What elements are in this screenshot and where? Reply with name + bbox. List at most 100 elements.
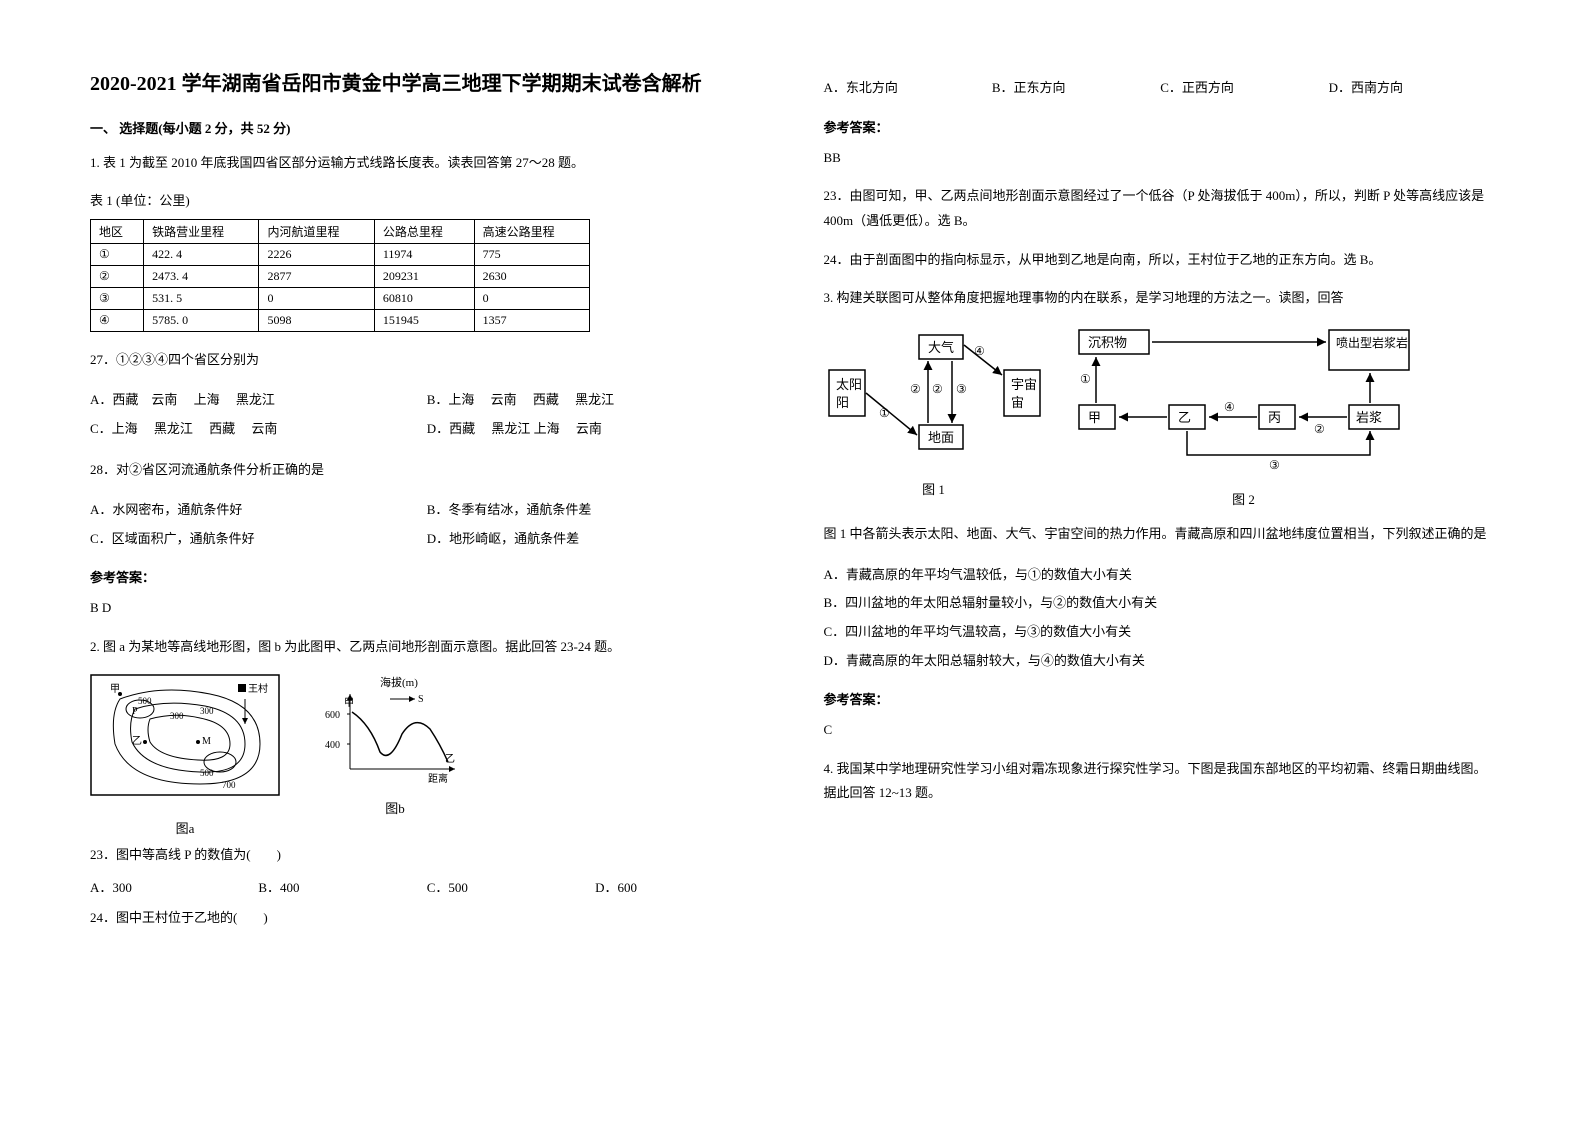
td: 5785. 0 bbox=[144, 309, 259, 331]
figure-a-svg: 甲 P 乙 M 王村 500 300 300 500 700 bbox=[90, 674, 280, 814]
jia: 甲 bbox=[344, 698, 354, 709]
lbl-taiyang: 太阳 bbox=[836, 377, 862, 392]
cv: 700 bbox=[222, 780, 236, 790]
opt-d: D．西南方向 bbox=[1329, 74, 1497, 103]
opt-d: D．600 bbox=[595, 874, 763, 903]
opt-a: A．水网密布，通航条件好 bbox=[90, 496, 427, 525]
ylabel: 海拔(m) bbox=[380, 675, 418, 689]
answer-heading: 参考答案： bbox=[824, 117, 1498, 136]
answer-heading: 参考答案： bbox=[824, 689, 1498, 708]
q4-intro: 4. 我国某中学地理研究性学习小组对霜冻现象进行探究性学习。下图是我国东部地区的… bbox=[824, 757, 1498, 806]
figure-b-wrap: 海拔(m) 600 400 甲 乙 S 距离 图b bbox=[320, 674, 470, 817]
table1: 地区 铁路营业里程 内河航道里程 公路总里程 高速公路里程 ①422. 4222… bbox=[90, 219, 590, 332]
opt-a: A．东北方向 bbox=[824, 74, 992, 103]
q2-intro: 2. 图 a 为某地等高线地形图，图 b 为此图甲、乙两点间地形剖面示意图。据此… bbox=[90, 635, 764, 660]
th: 高速公路里程 bbox=[474, 219, 589, 243]
opt-c: C．500 bbox=[427, 874, 595, 903]
lbl-dimian: 地面 bbox=[928, 430, 954, 445]
cv: 500 bbox=[138, 696, 152, 706]
s: S bbox=[418, 694, 424, 705]
th: 内河航道里程 bbox=[259, 219, 374, 243]
q3-options: A．青藏高原的年平均气温较低，与①的数值大小有关 B．四川盆地的年太阳总辐射量较… bbox=[824, 561, 1498, 675]
td: 2226 bbox=[259, 243, 374, 265]
th: 铁路营业里程 bbox=[144, 219, 259, 243]
q3-stem: 图 1 中各箭头表示太阳、地面、大气、宇宙空间的热力作用。青藏高原和四川盆地纬度… bbox=[824, 522, 1498, 547]
q23-stem: 23．图中等高线 P 的数值为( ) bbox=[90, 843, 764, 868]
q27-options: A．西藏 云南 上海 黑龙江 B．上海 云南 西藏 黑龙江 C．上海 黑龙江 西… bbox=[90, 386, 764, 443]
td: 1357 bbox=[474, 309, 589, 331]
td: 531. 5 bbox=[144, 287, 259, 309]
lbl-yi: 乙 bbox=[1178, 410, 1191, 425]
table1-caption: 表 1 (单位：公里) bbox=[90, 190, 764, 209]
n2b: ② bbox=[1314, 422, 1325, 436]
section-heading: 一、 选择题(每小题 2 分，共 52 分) bbox=[90, 118, 764, 137]
n3: ③ bbox=[956, 382, 967, 396]
td: ① bbox=[91, 243, 144, 265]
svg-text:阳: 阳 bbox=[836, 395, 849, 410]
fig2-caption: 图 2 bbox=[1074, 489, 1414, 508]
td: 11974 bbox=[374, 243, 474, 265]
td: 5098 bbox=[259, 309, 374, 331]
n4b: ④ bbox=[1224, 400, 1235, 414]
cv: 300 bbox=[200, 706, 214, 716]
q1-intro: 1. 表 1 为截至 2010 年底我国四省区部分运输方式线路长度表。读表回答第… bbox=[90, 151, 764, 176]
opt-a: A．300 bbox=[90, 874, 258, 903]
lbl-jia: 甲 bbox=[1088, 410, 1101, 425]
figure-2-wrap: 沉积物 甲 乙 丙 岩浆 喷出型岩浆岩 ④ ② ① bbox=[1074, 325, 1414, 508]
opt-b: B．四川盆地的年太阳总辐射量较小，与②的数值大小有关 bbox=[824, 589, 1498, 618]
figure-b-svg: 海拔(m) 600 400 甲 乙 S 距离 bbox=[320, 674, 470, 794]
pt-jia: 甲 bbox=[110, 684, 120, 695]
svg-text:②: ② bbox=[932, 382, 943, 396]
svg-text:宙: 宙 bbox=[1011, 395, 1024, 410]
opt-c: C．区域面积广，通航条件好 bbox=[90, 525, 427, 554]
opt-a: A．西藏 云南 上海 黑龙江 bbox=[90, 386, 427, 415]
q28-options: A．水网密布，通航条件好 B．冬季有结冰，通航条件差 C．区域面积广，通航条件好… bbox=[90, 496, 764, 553]
th: 地区 bbox=[91, 219, 144, 243]
n3b: ③ bbox=[1269, 458, 1280, 472]
td: 775 bbox=[474, 243, 589, 265]
exp-23: 23．由图可知，甲、乙两点间地形剖面示意图经过了一个低谷（P 处海拔低于 400… bbox=[824, 184, 1498, 233]
opt-c: C．四川盆地的年平均气温较高，与③的数值大小有关 bbox=[824, 618, 1498, 647]
figure-a-wrap: 甲 P 乙 M 王村 500 300 300 500 700 图a bbox=[90, 674, 280, 837]
answer-q1: B D bbox=[90, 596, 764, 621]
n4: ④ bbox=[974, 344, 985, 358]
td: 0 bbox=[474, 287, 589, 309]
opt-b: B．400 bbox=[258, 874, 426, 903]
td: ② bbox=[91, 265, 144, 287]
pt-wang: 王村 bbox=[248, 682, 268, 695]
q24-options: A．东北方向 B．正东方向 C．正西方向 D．西南方向 bbox=[824, 74, 1498, 103]
td: ③ bbox=[91, 287, 144, 309]
figure-1-svg: 太阳 阳 大气 地面 宇宙 宙 ① ② ③ ④ ② bbox=[824, 325, 1044, 475]
opt-b: B．正东方向 bbox=[992, 74, 1160, 103]
n2: ② bbox=[910, 382, 921, 396]
pt-p: P bbox=[132, 706, 138, 717]
lbl-daqi: 大气 bbox=[928, 340, 954, 355]
q28-stem: 28．对②省区河流通航条件分析正确的是 bbox=[90, 458, 764, 483]
fig-a-label: 图a bbox=[90, 818, 280, 837]
td: 422. 4 bbox=[144, 243, 259, 265]
opt-d: D．地形崎岖，通航条件差 bbox=[427, 525, 764, 554]
opt-d: D．西藏 黑龙江 上海 云南 bbox=[427, 415, 764, 444]
figure-2-svg: 沉积物 甲 乙 丙 岩浆 喷出型岩浆岩 ④ ② ① bbox=[1074, 325, 1414, 485]
td: ④ bbox=[91, 309, 144, 331]
lbl-yuzhou: 宇宙 bbox=[1011, 377, 1037, 392]
th: 公路总里程 bbox=[374, 219, 474, 243]
opt-d: D．青藏高原的年太阳总辐射较大，与④的数值大小有关 bbox=[824, 647, 1498, 676]
td: 2473. 4 bbox=[144, 265, 259, 287]
opt-c: C．上海 黑龙江 西藏 云南 bbox=[90, 415, 427, 444]
td: 2630 bbox=[474, 265, 589, 287]
td: 0 bbox=[259, 287, 374, 309]
pt-m: M bbox=[202, 736, 211, 747]
answer-q3: C bbox=[824, 718, 1498, 743]
q3-figures: 太阳 阳 大气 地面 宇宙 宙 ① ② ③ ④ ② bbox=[824, 325, 1498, 508]
td: 2877 bbox=[259, 265, 374, 287]
q24-stem: 24．图中王村位于乙地的( ) bbox=[90, 906, 764, 931]
td: 60810 bbox=[374, 287, 474, 309]
xlabel: 距离 bbox=[428, 772, 448, 785]
cv: 500 bbox=[200, 768, 214, 778]
fig-b-label: 图b bbox=[320, 798, 470, 817]
q27-stem: 27．①②③④四个省区分别为 bbox=[90, 348, 764, 373]
exp-24: 24．由于剖面图中的指向标显示，从甲地到乙地是向南，所以，王村位于乙地的正东方向… bbox=[824, 248, 1498, 273]
answer-q2: BB bbox=[824, 146, 1498, 171]
page-title: 2020-2021 学年湖南省岳阳市黄金中学高三地理下学期期末试卷含解析 bbox=[90, 70, 764, 98]
